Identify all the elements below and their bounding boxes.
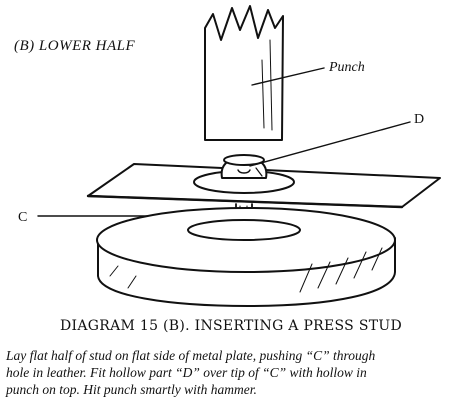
plate-hole — [187, 219, 301, 241]
punch-label: Punch — [329, 60, 365, 75]
punch-leader — [251, 67, 325, 86]
d-label: D — [414, 112, 425, 127]
caption-title: DIAGRAM 15 (B). INSERTING A PRESS STUD — [60, 318, 402, 334]
caption-line: Lay flat half of stud on flat side of me… — [6, 348, 376, 363]
caption-body: Lay flat half of stud on flat side of me… — [6, 347, 458, 398]
caption-line: hole in leather. Fit hollow part “D” ove… — [6, 365, 367, 380]
section-label: (B) LOWER HALF — [14, 38, 136, 54]
c-label: C — [18, 210, 28, 225]
caption-line: punch on top. Hit punch smartly with ham… — [6, 382, 257, 397]
d-leader — [249, 121, 411, 167]
